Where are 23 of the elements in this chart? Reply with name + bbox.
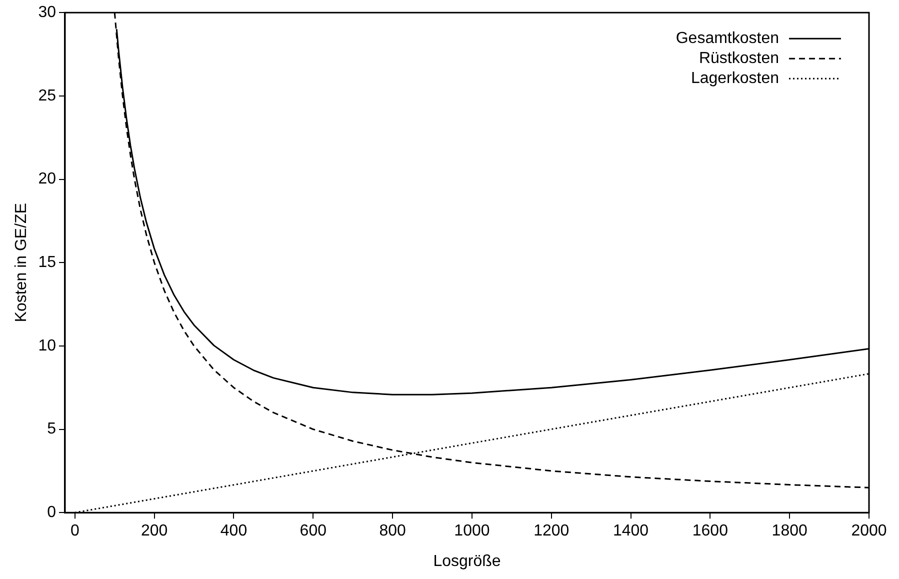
x-tick-label: 2000 — [851, 522, 887, 540]
y-tick-label: 10 — [38, 337, 56, 354]
y-axis-title: Kosten in GE/ZE — [13, 203, 30, 322]
x-axis-title: Losgröße — [433, 552, 501, 570]
x-tick-label: 1600 — [692, 522, 728, 540]
y-tick-label: 15 — [38, 254, 56, 272]
legend-label: Rüstkosten — [698, 50, 779, 68]
y-tick-label: 0 — [47, 504, 56, 522]
x-tick-label: 1200 — [534, 522, 570, 540]
legend-label: Gesamtkosten — [676, 30, 779, 48]
legend-label: Lagerkosten — [690, 70, 779, 88]
x-tick-label: 0 — [70, 522, 80, 540]
x-tick-label: 1000 — [454, 522, 490, 540]
x-tick-label: 1400 — [612, 522, 649, 540]
x-tick-label: 800 — [379, 522, 406, 540]
y-tick-label: 5 — [47, 420, 56, 438]
y-tick-label: 30 — [38, 4, 56, 22]
x-tick-label: 1800 — [772, 522, 808, 540]
x-tick-label: 400 — [220, 522, 248, 540]
x-tick-label: 600 — [300, 522, 327, 540]
x-tick-label: 200 — [140, 522, 168, 540]
y-tick-label: 20 — [38, 170, 56, 188]
y-tick-label: 25 — [38, 87, 56, 104]
